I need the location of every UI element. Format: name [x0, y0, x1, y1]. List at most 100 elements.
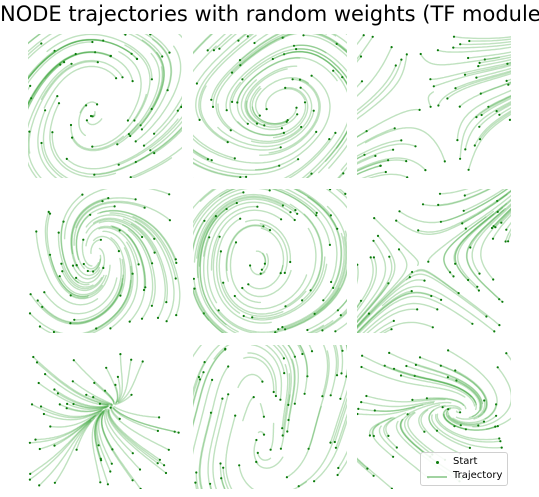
panel-2	[193, 34, 347, 178]
trajectory-line	[357, 407, 416, 416]
start-point	[235, 201, 238, 205]
trajectory-line	[193, 189, 271, 236]
trajectory-line	[495, 102, 511, 112]
trajectory-line	[91, 93, 147, 148]
start-point	[29, 293, 32, 296]
start-point	[109, 54, 112, 58]
start-point	[344, 192, 347, 195]
start-point	[483, 58, 486, 61]
start-point	[109, 327, 112, 330]
trajectory-line	[44, 51, 134, 82]
start-point	[130, 52, 133, 55]
trajectory-line	[193, 138, 330, 178]
trajectory-line	[29, 415, 96, 444]
start-point	[482, 420, 486, 423]
start-point	[85, 119, 88, 122]
start-point	[361, 354, 364, 357]
start-point	[268, 229, 272, 232]
start-point	[225, 109, 228, 112]
start-point	[289, 211, 292, 214]
trajectory-line	[357, 271, 413, 328]
start-point	[139, 124, 142, 127]
trajectory-line	[111, 226, 146, 291]
start-point	[168, 193, 171, 196]
trajectory-line	[66, 406, 108, 413]
start-point	[334, 330, 337, 333]
start-point	[245, 175, 248, 178]
start-point	[209, 411, 213, 414]
trajectory-line	[269, 422, 275, 451]
start-point	[333, 440, 336, 444]
trajectory-line	[132, 215, 181, 316]
start-point	[51, 131, 54, 134]
trajectory-line	[92, 235, 120, 252]
start-point	[56, 95, 59, 98]
start-point	[176, 109, 179, 112]
trajectory-line	[198, 198, 292, 267]
trajectory-line	[122, 224, 156, 307]
start-point	[286, 430, 289, 433]
start-point	[262, 433, 266, 436]
start-point	[222, 281, 225, 284]
trajectory-line	[479, 111, 511, 140]
trajectory-line	[83, 262, 100, 270]
trajectory-line	[494, 209, 511, 228]
start-point	[456, 139, 459, 142]
start-point	[369, 256, 372, 259]
start-point	[69, 123, 73, 127]
start-point	[278, 164, 281, 167]
trajectory-line	[28, 34, 127, 60]
trajectory-line	[281, 232, 345, 328]
start-point	[298, 78, 302, 81]
start-point	[86, 269, 89, 273]
trajectory-line	[277, 236, 347, 330]
start-point	[436, 49, 439, 52]
trajectory-line	[313, 205, 347, 315]
start-point	[432, 85, 435, 88]
trajectory-line	[366, 308, 418, 333]
trajectory-line	[388, 352, 484, 405]
start-point	[234, 414, 237, 417]
trajectory-line	[193, 278, 325, 333]
start-point	[394, 64, 397, 67]
trajectory-line	[122, 218, 168, 303]
start-point	[121, 76, 124, 79]
start-point	[357, 412, 359, 416]
start-point	[335, 42, 338, 46]
start-point	[293, 218, 296, 222]
start-point	[219, 462, 222, 465]
legend-trajectory-label: Trajectory	[453, 470, 503, 481]
start-point	[335, 374, 339, 377]
start-point	[210, 98, 213, 101]
start-point	[359, 55, 363, 58]
start-point	[165, 320, 168, 323]
start-point	[119, 353, 122, 356]
trajectory-line	[104, 390, 115, 405]
start-point	[109, 406, 112, 409]
start-point	[495, 414, 498, 417]
trajectory-line	[249, 85, 288, 126]
trajectory-line	[459, 95, 511, 160]
start-point	[71, 136, 74, 139]
trajectory-line	[339, 345, 347, 400]
trajectory-line	[70, 197, 109, 268]
trajectory-line	[199, 85, 282, 151]
trajectory-line	[193, 161, 247, 178]
trajectory-line	[446, 410, 479, 427]
start-point	[239, 176, 242, 178]
start-point	[131, 272, 134, 275]
start-point	[126, 119, 129, 122]
trajectory-line	[203, 310, 347, 333]
start-point	[173, 430, 176, 433]
start-point	[91, 145, 94, 148]
trajectory-line	[28, 39, 138, 80]
trajectory-line	[428, 404, 446, 432]
start-point	[164, 471, 168, 475]
trajectory-line	[60, 220, 90, 286]
trajectory-line	[255, 250, 266, 265]
start-point	[285, 120, 288, 123]
start-point	[48, 253, 52, 256]
trajectory-line	[339, 345, 344, 375]
start-point	[98, 402, 101, 405]
trajectory-line	[471, 204, 511, 275]
